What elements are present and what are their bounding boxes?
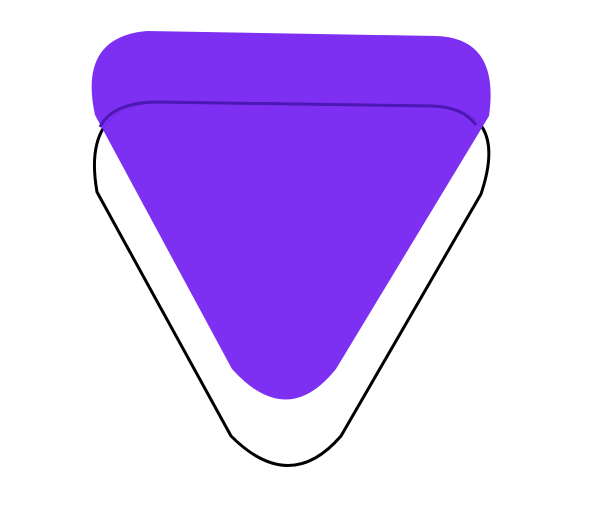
filled-rounded-triangle	[91, 31, 491, 400]
outline-overlap-edge	[98, 100, 478, 128]
